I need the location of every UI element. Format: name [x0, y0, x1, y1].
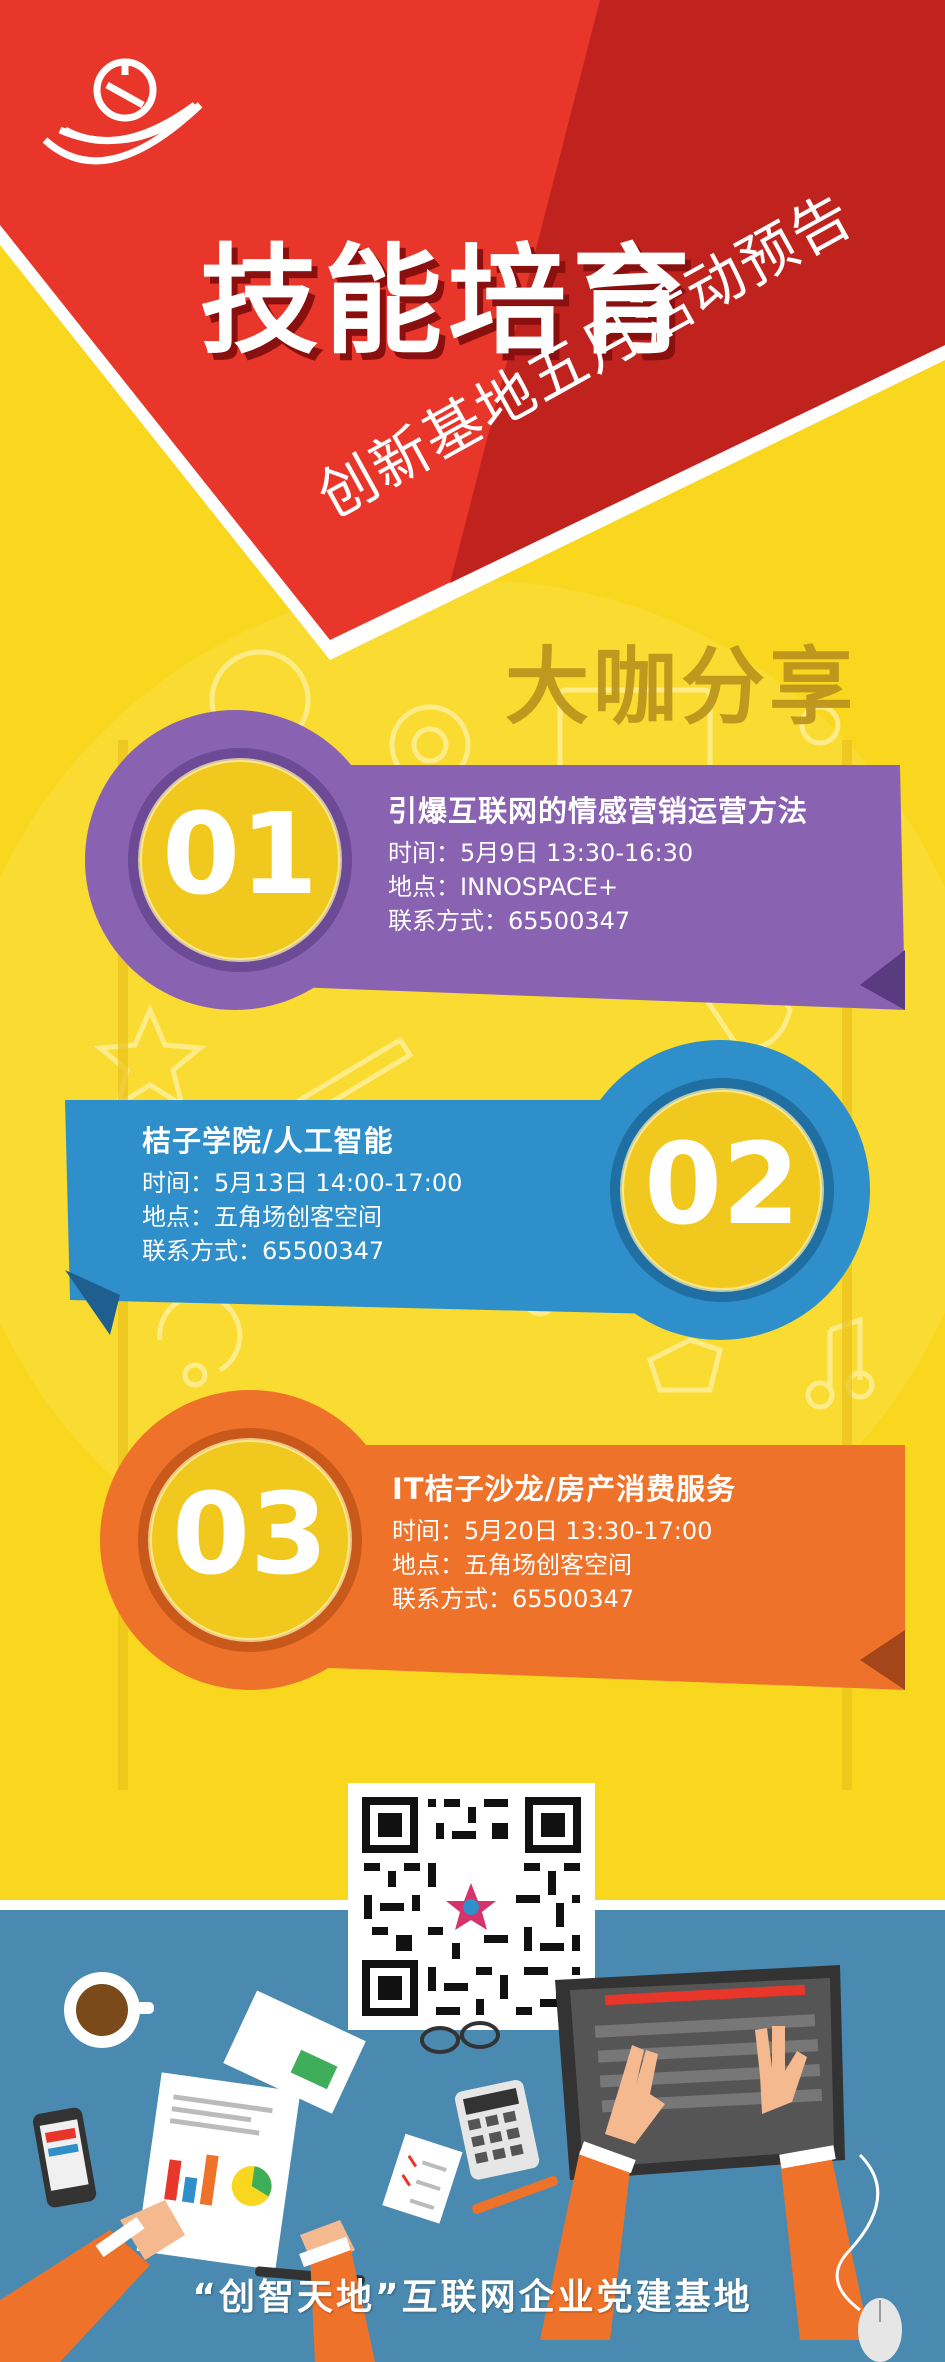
event-ribbon-02	[65, 1040, 870, 1340]
desk-illustration	[0, 1965, 902, 2362]
glasses-icon	[420, 2021, 500, 2054]
coffee-cup-icon	[64, 1972, 154, 2048]
event-title: 引爆互联网的情感营销运营方法	[388, 794, 809, 828]
calculator-icon	[454, 2079, 540, 2180]
event-info-01: 引爆互联网的情感营销运营方法 时间：5月9日 13:30-16:30 地点：IN…	[388, 788, 808, 938]
event-place: 地点：五角场创客空间	[142, 1203, 382, 1231]
mouse-icon	[835, 2153, 902, 2362]
event-place: 地点：五角场创客空间	[392, 1551, 632, 1579]
party-emblem-icon	[42, 58, 203, 165]
event-ribbon-01	[85, 710, 905, 1010]
event-info-02: 桔子学院/人工智能 时间：5月13日 14:00-17:00 地点：五角场创客空…	[142, 1118, 462, 1268]
event-title: IT桔子沙龙/房产消费服务	[392, 1472, 737, 1506]
qr-code[interactable]	[348, 1783, 595, 2030]
event-number: 01	[162, 790, 318, 920]
event-contact: 联系方式：65500347	[392, 1585, 635, 1613]
footer-text: “创智天地”互联网企业党建基地	[192, 2277, 753, 2318]
event-place: 地点：INNOSPACE+	[388, 873, 619, 901]
event-time: 时间：5月20日 13:30-17:00	[392, 1517, 713, 1545]
event-contact: 联系方式：65500347	[142, 1237, 385, 1265]
smartphone-icon	[32, 2107, 97, 2208]
event-time: 时间：5月13日 14:00-17:00	[142, 1169, 463, 1197]
event-ribbon-03	[100, 1390, 905, 1690]
event-info-03: IT桔子沙龙/房产消费服务 时间：5月20日 13:30-17:00 地点：五角…	[392, 1466, 736, 1616]
event-time: 时间：5月9日 13:30-16:30	[388, 839, 694, 867]
event-title: 桔子学院/人工智能	[142, 1124, 394, 1158]
section-label: 大咖分享	[505, 638, 858, 736]
event-number: 02	[644, 1120, 800, 1250]
event-number: 03	[172, 1470, 328, 1600]
poster-title: 技能培育	[200, 232, 697, 370]
event-contact: 联系方式：65500347	[388, 907, 631, 935]
